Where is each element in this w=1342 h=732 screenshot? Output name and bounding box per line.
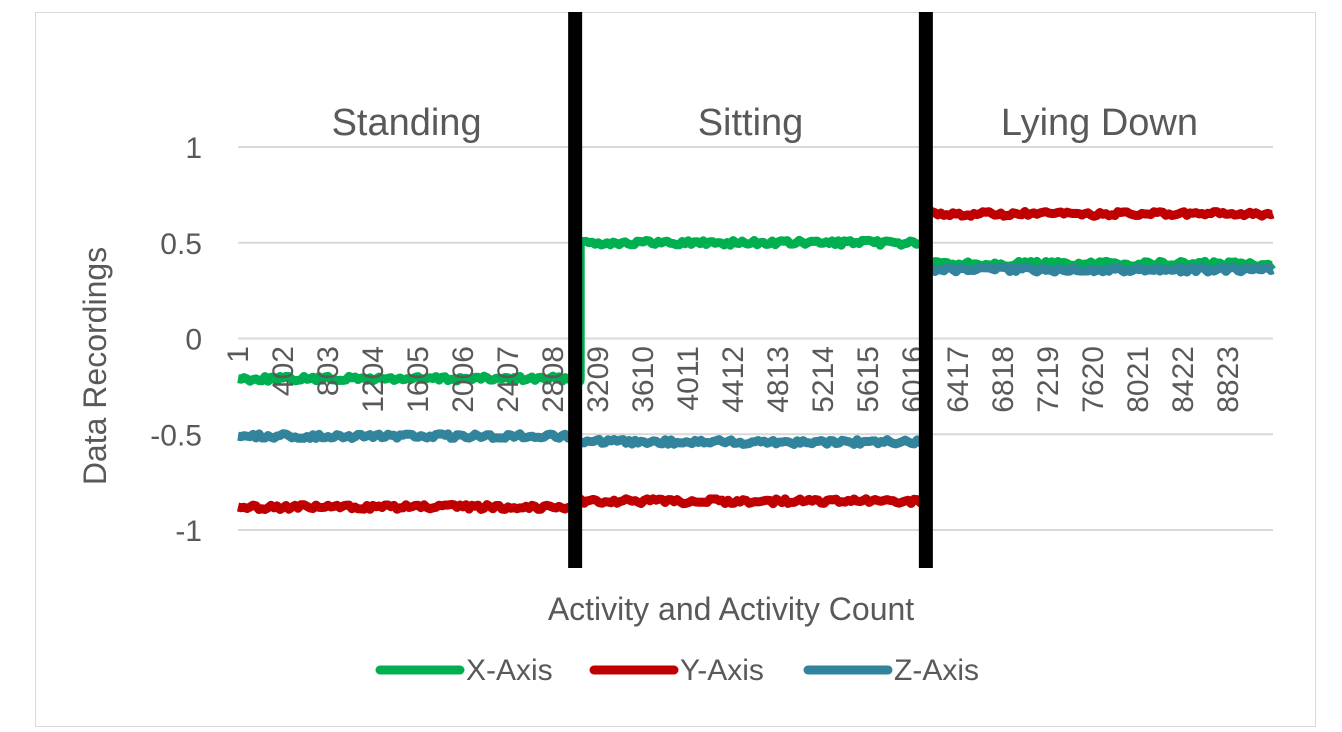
- x-tick-label: 8021: [1122, 346, 1155, 413]
- x-tick-label: 6818: [987, 346, 1020, 413]
- x-tick-label: 1605: [402, 346, 435, 413]
- x-axis-label: Activity and Activity Count: [548, 591, 914, 627]
- activity-label: Lying Down: [1001, 102, 1198, 144]
- series-lines: [236, 207, 1276, 514]
- x-tick-label: 803: [312, 346, 345, 396]
- x-tick-label: 5214: [807, 346, 840, 413]
- series-line-x-axis: [236, 235, 1276, 386]
- x-tick-label: 4011: [672, 346, 705, 411]
- x-tick-label: 2407: [492, 346, 525, 413]
- x-tick-label: 8422: [1167, 346, 1200, 413]
- y-tick-label: 0.5: [160, 228, 202, 261]
- y-axis-label: Data Recordings: [77, 247, 113, 485]
- y-tick-label: 1: [185, 132, 202, 165]
- x-tick-label: 2808: [537, 346, 570, 413]
- activity-label: Standing: [332, 102, 482, 144]
- x-tick-label: 3610: [627, 346, 660, 413]
- x-tick-label: 4813: [762, 346, 795, 413]
- x-tick-label: 3209: [582, 346, 615, 413]
- x-tick-label: 4412: [717, 346, 750, 413]
- x-tick-label: 7620: [1077, 346, 1110, 413]
- gridlines: [238, 146, 1273, 531]
- activity-dividers: [568, 12, 933, 568]
- x-tick-label: 2006: [447, 346, 480, 413]
- activity-labels: Standing Sitting Lying Down: [332, 102, 1198, 144]
- x-tick-label: 1: [222, 346, 255, 363]
- legend-entry: X-Axis: [466, 654, 553, 687]
- y-tick-label: -0.5: [150, 419, 202, 452]
- legend-entry: Z-Axis: [894, 654, 979, 687]
- y-tick-label: -1: [175, 515, 202, 548]
- series-line-z-axis: [236, 262, 1276, 449]
- legend: X-Axis Y-Axis Z-Axis: [375, 654, 979, 687]
- y-tick-label: 0: [185, 324, 202, 357]
- activity-label: Sitting: [698, 102, 804, 144]
- x-tick-label: 402: [267, 346, 300, 396]
- series-line-y-axis: [236, 207, 1276, 514]
- x-tick-label: 7219: [1032, 346, 1065, 413]
- x-tick-label: 1204: [357, 346, 390, 413]
- x-tick-label: 5615: [852, 346, 885, 413]
- y-tick-labels: 1 0.5 0 -0.5 -1: [150, 132, 202, 548]
- x-tick-label: 6417: [942, 346, 975, 413]
- x-tick-labels: 1 402 803 1204 1605 2006 2407 2808 3209 3610 4011 4…: [222, 346, 1245, 413]
- x-tick-label: 8823: [1212, 346, 1245, 413]
- chart-frame: [35, 12, 1316, 727]
- legend-entry: Y-Axis: [680, 654, 764, 687]
